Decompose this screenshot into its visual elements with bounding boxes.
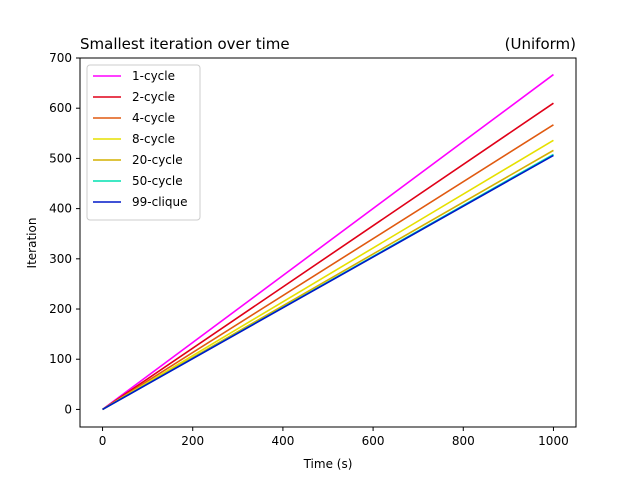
series-line-99-clique [102, 154, 554, 411]
legend-entry: 2-cycle [132, 90, 175, 104]
y-tick-label: 400 [49, 202, 72, 216]
legend-entry: 8-cycle [132, 132, 175, 146]
legend-entry: 20-cycle [132, 153, 183, 167]
chart-title: Smallest iteration over time [80, 35, 290, 53]
legend-entry: 4-cycle [132, 111, 175, 125]
x-tick-label: 800 [452, 434, 475, 448]
legend-entry: 99-clique [132, 195, 187, 209]
y-axis-label: Iteration [25, 218, 39, 269]
legend-entry: 1-cycle [132, 69, 175, 83]
x-tick-label: 600 [362, 434, 385, 448]
y-tick-label: 700 [49, 51, 72, 65]
y-tick-label: 500 [49, 151, 72, 165]
y-tick-label: 300 [49, 252, 72, 266]
x-tick-label: 200 [181, 434, 204, 448]
x-tick-label: 400 [271, 434, 294, 448]
plot-frame [79, 57, 577, 428]
y-tick-label: 600 [49, 101, 72, 115]
y-axis: 0 100 200 300 400 500 600 700 [49, 51, 80, 416]
x-axis: 0 200 400 600 800 1000 [99, 427, 569, 448]
series-line-4-cycle [102, 124, 554, 411]
y-tick-label: 200 [49, 302, 72, 316]
y-tick-label: 100 [49, 352, 72, 366]
x-tick-label: 0 [99, 434, 107, 448]
legend: 1-cycle 2-cycle 4-cycle 8-cycle 20-cycle 50-c… [86, 64, 201, 221]
series-line-1-cycle [102, 73, 554, 411]
x-axis-label: Time (s) [303, 457, 353, 471]
x-tick-label: 1000 [538, 434, 569, 448]
y-tick-label: 0 [64, 402, 72, 416]
series-line-2-cycle [102, 102, 554, 411]
chart-title-right: (Uniform) [505, 35, 576, 53]
legend-entry: 50-cycle [132, 174, 183, 188]
series-line-8-cycle [102, 139, 554, 411]
plot-lines [102, 73, 554, 411]
